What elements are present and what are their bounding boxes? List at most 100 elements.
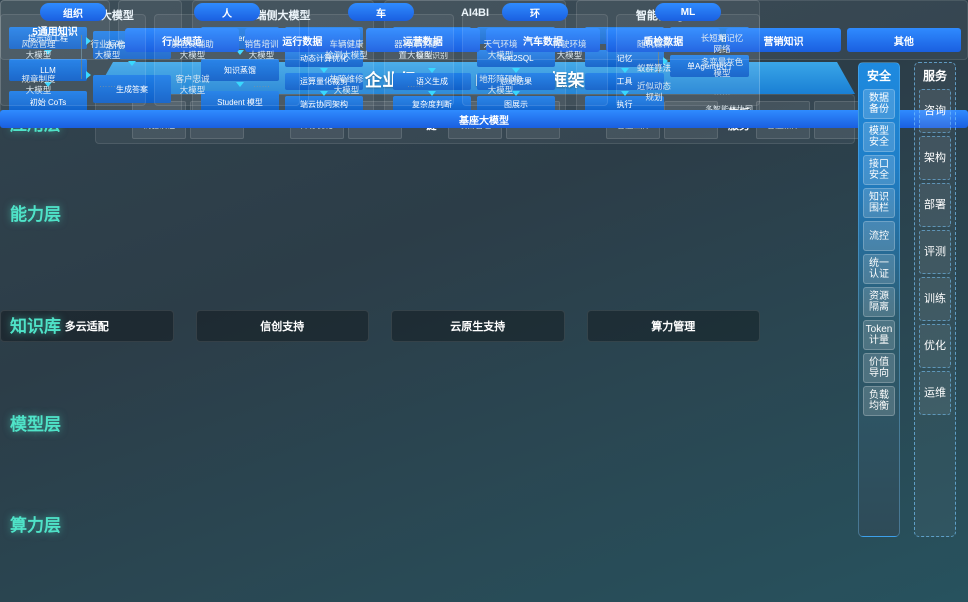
ability-card-title: 端侧大模型 — [255, 10, 311, 22]
model-item: 多变量灰色 模型 — [700, 57, 744, 78]
ability-node[interactable]: 端云协同架构 — [285, 96, 363, 113]
model-item: …… — [713, 86, 731, 97]
service-rail-item[interactable]: 咨询 — [919, 89, 951, 133]
service-rail-item[interactable]: 评测 — [919, 230, 951, 274]
service-rail: 服务 咨询 架构 部署 评测 训练 优化 运维 — [914, 62, 956, 537]
service-rail-item[interactable]: 部署 — [919, 183, 951, 227]
model-item: 客户忠诚 大模型 — [175, 73, 210, 95]
layer-label-model: 模型层 — [10, 415, 61, 434]
ability-node[interactable]: LLM — [9, 59, 87, 81]
connector-line — [81, 35, 82, 79]
security-rail-item[interactable]: 接口安全 — [863, 155, 895, 185]
right-arrow-icon — [663, 57, 668, 65]
ability-node[interactable]: 工具 — [585, 73, 664, 90]
ability-node[interactable]: 复杂度判断 — [393, 96, 471, 113]
service-rail-items: 咨询 架构 部署 评测 训练 优化 运维 — [919, 89, 951, 415]
model-item: 随机森林 — [636, 38, 671, 49]
compute-button[interactable]: 云原生支持 — [391, 310, 565, 342]
ability-node[interactable]: 动态计算优化 — [285, 50, 363, 67]
ability-node[interactable]: 初始 CoTs — [9, 91, 87, 113]
security-rail-items: 数据备份 模型安全 接口安全 知识围栏 流控 统一认证 资源隔离 Token计量 价值导向 负载均… — [863, 89, 895, 416]
ability-node[interactable]: 执行 — [585, 96, 664, 113]
security-rail-item[interactable]: 数据备份 — [863, 89, 895, 119]
ability-node[interactable]: Student 模型 — [201, 91, 279, 113]
model-card: 人质检员辅助 大模型 销售培训 大模型 客户忠诚 大模型 …… — [154, 3, 300, 106]
down-arrow-icon — [512, 68, 520, 73]
ability-node[interactable]: 记忆 — [585, 50, 664, 67]
down-arrow-icon — [428, 91, 436, 96]
down-arrow-icon — [320, 91, 328, 96]
security-rail-item[interactable]: 模型安全 — [863, 122, 895, 152]
ability-node[interactable]: 图展示 — [477, 96, 555, 113]
security-rail-item[interactable]: 价值导向 — [863, 353, 895, 383]
model-item-grid: 天气环境 大模型 行驶环境 大模型 地形障碍物 大模型 …… — [467, 33, 603, 101]
knowledge-chip[interactable]: 营销知识 — [726, 28, 841, 52]
model-card: 车车辆健康 检测大模型 器材库存配 置大模型 故障维修 大模型 …… — [308, 3, 454, 106]
knowledge-chip[interactable]: 其他 — [846, 28, 961, 52]
ability-node[interactable]: Text2SQL — [477, 50, 555, 67]
ability-node[interactable]: 生成答案 — [93, 75, 171, 103]
model-card-pill[interactable]: 环 — [502, 3, 568, 21]
security-rail-title: 安全 — [866, 69, 891, 83]
ability-node[interactable]: 提示词工程 — [9, 27, 87, 49]
knowledge-chip[interactable]: 运行数据 — [245, 28, 360, 52]
service-rail-item[interactable]: 训练 — [919, 277, 951, 321]
down-arrow-icon — [620, 68, 629, 73]
down-arrow-icon — [236, 82, 244, 87]
service-rail-item[interactable]: 运维 — [919, 371, 951, 415]
compute-button[interactable]: 多云适配 — [0, 310, 174, 342]
compute-button[interactable]: 信创支持 — [195, 310, 369, 342]
model-item: …… — [561, 79, 578, 89]
ability-card-title: AI4BI — [460, 7, 490, 19]
model-item: 规章制度 大模型 — [21, 73, 56, 95]
model-item: 地形障碍物 大模型 — [479, 73, 522, 95]
model-item: 风险管理 大模型 — [21, 38, 56, 60]
security-rail-item[interactable]: 负载均衡 — [863, 386, 895, 416]
ability-node[interactable]: 知识蒸馏 — [201, 59, 279, 81]
layer-label-knowledge: 知识库 — [10, 317, 61, 336]
model-card-pill[interactable]: ML — [655, 3, 721, 21]
base-model-bar: 基座大模型 — [0, 110, 968, 128]
security-rail-item[interactable]: 资源隔离 — [863, 287, 895, 317]
layer-label-ability: 能力层 — [10, 205, 61, 224]
ability-node[interactable]: 意图识别 — [416, 51, 448, 60]
model-card-pill[interactable]: 车 — [348, 3, 414, 21]
model-item-grid: 车辆健康 检测大模型 器材库存配 置大模型 故障维修 大模型 …… — [313, 33, 449, 101]
service-rail-item[interactable]: 优化 — [919, 324, 951, 368]
model-card: 组织风险管理 大模型 行业标准 大模型 规章制度 大模型 …… — [0, 3, 146, 106]
model-item-grid: 质检员辅助 大模型 销售培训 大模型 客户忠诚 大模型 …… — [159, 33, 295, 101]
down-arrow-icon — [512, 91, 520, 96]
model-card-pill[interactable]: 组织 — [40, 3, 106, 21]
knowledge-chip[interactable]: 行业规范 — [125, 28, 240, 52]
down-arrow-icon — [320, 68, 328, 73]
model-item: 长短期记忆 网络 — [700, 33, 744, 54]
ability-node[interactable]: 运算量化裁剪 — [285, 73, 363, 90]
knowledge-general-label: 5通用知识 — [32, 26, 78, 38]
knowledge-chip[interactable]: 质检数据 — [606, 28, 721, 52]
ability-card-footnote: 多智能体协同 — [577, 104, 753, 115]
down-arrow-icon — [128, 61, 136, 66]
ability-node[interactable]: 总结结果 — [477, 73, 555, 90]
knowledge-chip-list: 行业规范 运行数据 运营数据 汽车数据 质检数据 营销知识 其他 — [125, 28, 961, 52]
down-arrow-icon — [44, 50, 52, 55]
right-arrow-icon — [86, 37, 91, 45]
model-item-grid: 风险管理 大模型 行业标准 大模型 规章制度 大模型 …… — [5, 33, 141, 101]
compute-button[interactable]: 算力管理 — [586, 310, 760, 342]
model-item: …… — [407, 79, 424, 89]
knowledge-chip[interactable]: 运营数据 — [365, 28, 480, 52]
security-rail-item[interactable]: Token计量 — [863, 320, 895, 350]
security-rail-item[interactable]: 统一认证 — [863, 254, 895, 284]
model-card-pill[interactable]: 人 — [194, 3, 260, 21]
ability-node[interactable]: 单Agent执行 — [670, 55, 749, 77]
security-rail-item[interactable]: 流控 — [863, 221, 895, 251]
ability-node[interactable]: 语义生成 — [393, 73, 471, 90]
model-card: ML 随机森林 长短期记忆 网络 蚁群算法 多变量灰色 模型 近似动态 规划 …… — [616, 3, 760, 106]
model-item: 故障维修 大模型 — [329, 73, 364, 95]
service-rail-item[interactable]: 架构 — [919, 136, 951, 180]
security-rail-item[interactable]: 知识围栏 — [863, 188, 895, 218]
knowledge-chip[interactable]: 汽车数据 — [485, 28, 601, 52]
down-arrow-icon — [428, 68, 436, 73]
security-rail: 安全 数据备份 模型安全 接口安全 知识围栏 流控 统一认证 资源隔离 Token计量 价值导向… — [858, 62, 900, 537]
compute-layer: 多云适配 信创支持 云原生支持 算力管理 — [0, 310, 760, 342]
